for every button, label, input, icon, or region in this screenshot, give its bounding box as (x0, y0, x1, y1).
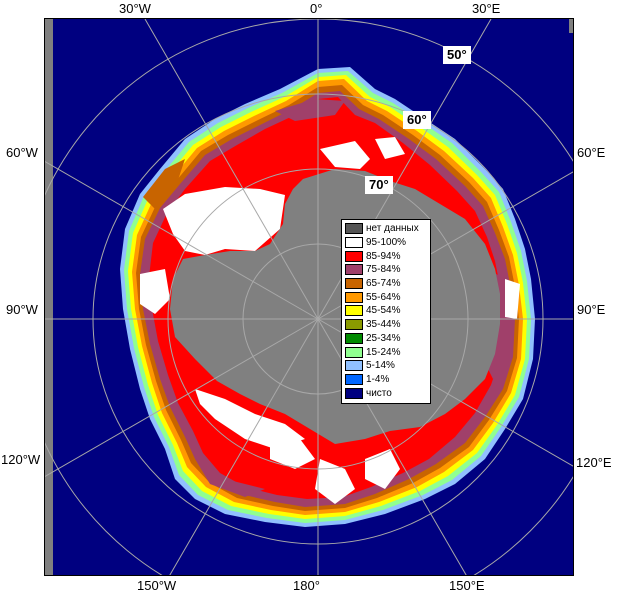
white-ice-weddell (163, 187, 285, 255)
white-ice-amundsen (140, 269, 170, 314)
lon-label-60w: 60°W (6, 145, 38, 160)
white-ice-north (320, 141, 370, 169)
legend-item: 15-24% (345, 345, 430, 359)
legend-item: чисто (345, 386, 430, 400)
legend-item: 25-34% (345, 332, 430, 346)
legend-item: 75-84% (345, 263, 430, 277)
legend-label: 35-44% (366, 319, 401, 331)
legend-item: 35-44% (345, 318, 430, 332)
legend-swatch (345, 360, 363, 372)
legend-label: нет данных (366, 223, 419, 235)
legend-label: 95-100% (366, 237, 407, 249)
legend-swatch (345, 291, 363, 303)
lon-label-30e: 30°E (472, 1, 501, 16)
legend-item: 95-100% (345, 236, 430, 250)
lon-label-150e: 150°E (449, 578, 485, 593)
lat-label-60: 60° (403, 111, 431, 129)
legend-label: чисто (366, 387, 392, 399)
ice-patch-75-84-south (195, 459, 265, 497)
legend-label: 1-4% (366, 373, 390, 385)
legend-swatch (345, 346, 363, 358)
legend-item: 1-4% (345, 373, 430, 387)
legend-swatch (345, 237, 363, 249)
lon-label-30w: 30°W (119, 1, 151, 16)
lon-label-0: 0° (310, 1, 323, 16)
ice-concentration-legend: нет данных 95-100% 85-94% 75-84% 65-74% 55-64… (341, 219, 431, 404)
lon-label-90e: 90°E (577, 302, 606, 317)
legend-item: 85-94% (345, 249, 430, 263)
legend-item: 45-54% (345, 304, 430, 318)
legend-swatch (345, 223, 363, 235)
white-ice-ross-2 (315, 459, 355, 504)
white-ice-se (365, 449, 400, 489)
legend-swatch (345, 373, 363, 385)
no-data-strip (45, 19, 53, 575)
sea-ice-map: 50° 60° 70° нет данных 95-100% 85-94% 75-84… (44, 18, 574, 576)
lon-label-180: 180° (293, 578, 320, 593)
legend-item: нет данных (345, 222, 430, 236)
legend-swatch (345, 250, 363, 262)
legend-label: 5-14% (366, 360, 395, 372)
legend-label: 65-74% (366, 278, 401, 290)
white-ice-east-1 (505, 279, 520, 319)
legend-item: 55-64% (345, 290, 430, 304)
white-ice-sw (270, 429, 315, 469)
legend-swatch (345, 319, 363, 331)
legend-swatch (345, 264, 363, 276)
lon-label-60e: 60°E (577, 145, 606, 160)
ice-patch-75-84-north (275, 99, 345, 121)
no-data-corner (569, 19, 573, 33)
lon-label-120w: 120°W (1, 452, 41, 467)
meridian-30w (144, 19, 319, 320)
legend-swatch (345, 387, 363, 399)
lat-label-50: 50° (443, 46, 471, 64)
meridian-120w (45, 318, 319, 478)
white-ice-ne (375, 137, 405, 159)
polar-stereographic-map (45, 19, 573, 575)
legend-swatch (345, 278, 363, 290)
lat-label-70: 70° (365, 176, 393, 194)
legend-item: 5-14% (345, 359, 430, 373)
meridian-150w (169, 318, 319, 575)
legend-label: 75-84% (366, 264, 401, 276)
legend-label: 85-94% (366, 250, 401, 262)
lon-label-90w: 90°W (6, 302, 38, 317)
legend-item: 65-74% (345, 277, 430, 291)
lon-label-150w: 150°W (137, 578, 177, 593)
legend-label: 15-24% (366, 346, 401, 358)
legend-swatch (345, 332, 363, 344)
pack-ice-white (140, 137, 520, 504)
legend-swatch (345, 305, 363, 317)
legend-label: 55-64% (366, 291, 401, 303)
ice-patch-65-74-west (143, 159, 185, 209)
legend-label: 25-34% (366, 332, 401, 344)
lon-label-120e: 120°E (576, 455, 612, 470)
antarctic-peninsula (285, 179, 303, 204)
meridian-60w (45, 160, 319, 320)
legend-label: 45-54% (366, 305, 401, 317)
